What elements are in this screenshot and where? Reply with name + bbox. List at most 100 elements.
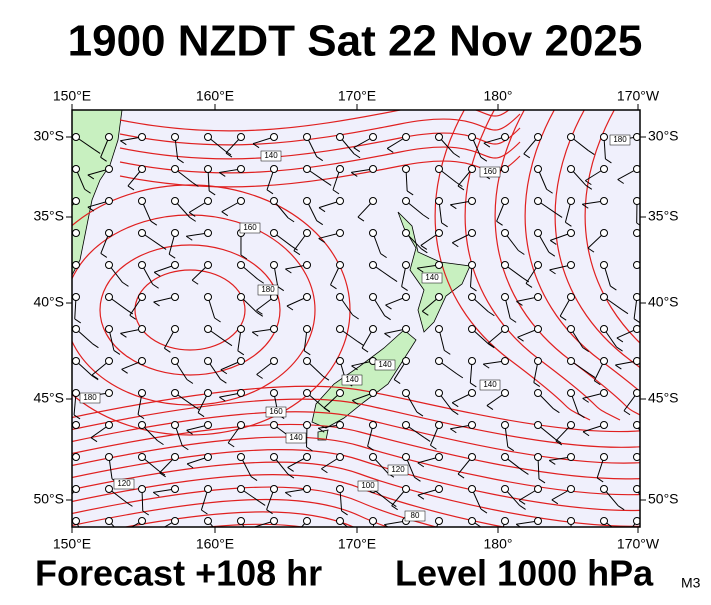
contour-label: 140 — [483, 380, 497, 389]
wind-station — [106, 518, 113, 525]
wind-station — [568, 262, 575, 269]
wind-station — [238, 422, 245, 429]
wind-station — [535, 230, 542, 237]
wind-station — [238, 486, 245, 493]
wind-station — [436, 454, 443, 461]
wind-station — [139, 390, 146, 397]
wind-station — [436, 358, 443, 365]
wind-station — [271, 518, 278, 525]
wind-station — [238, 326, 245, 333]
wind-barb-flag — [253, 527, 259, 531]
wind-station — [403, 166, 410, 173]
wind-station — [271, 326, 278, 333]
contour-label: 140 — [289, 433, 303, 442]
model-label: M3 — [681, 575, 701, 591]
wind-barb-flag — [123, 532, 129, 536]
wind-station — [106, 358, 113, 365]
contour-label: 140 — [345, 375, 359, 384]
title: 1900 NZDT Sat 22 Nov 2025 — [68, 17, 643, 66]
wind-station — [436, 390, 443, 397]
wind-station — [469, 262, 476, 269]
wind-station — [568, 134, 575, 141]
lon-label: 170°W — [617, 536, 660, 552]
wind-barb-flag — [654, 247, 660, 251]
wind-station — [73, 454, 80, 461]
wind-station — [73, 486, 80, 493]
wind-station — [238, 294, 245, 301]
wind-station — [568, 198, 575, 205]
wind-station — [502, 198, 509, 205]
wind-barb-flag — [54, 237, 60, 241]
wind-station — [568, 518, 575, 525]
wind-station — [535, 198, 542, 205]
wind-station — [172, 326, 179, 333]
wind-station — [205, 166, 212, 173]
contour-label: 140 — [264, 151, 278, 160]
contour-label: 100 — [361, 481, 375, 490]
wind-station — [106, 198, 113, 205]
wind-station — [304, 166, 311, 173]
wind-station — [535, 294, 542, 301]
wind-station — [601, 166, 608, 173]
wind-station — [403, 454, 410, 461]
wind-station — [172, 422, 179, 429]
wind-station — [172, 390, 179, 397]
wind-station — [205, 198, 212, 205]
wind-station — [469, 454, 476, 461]
wind-station — [172, 262, 179, 269]
wind-station — [601, 358, 608, 365]
wind-station — [502, 454, 509, 461]
wind-station — [139, 326, 146, 333]
wind-station — [271, 230, 278, 237]
wind-station — [73, 358, 80, 365]
wind-station — [403, 198, 410, 205]
wind-station — [337, 166, 344, 173]
wind-station — [106, 262, 113, 269]
wind-station — [172, 486, 179, 493]
wind-station — [205, 422, 212, 429]
wind-station — [502, 358, 509, 365]
lat-label: 50°S — [33, 491, 64, 507]
wind-station — [271, 486, 278, 493]
wind-station — [601, 422, 608, 429]
wind-station — [238, 390, 245, 397]
wind-barb-flag — [123, 538, 129, 542]
wind-station — [337, 454, 344, 461]
lat-label: 45°S — [648, 390, 679, 406]
wind-station — [271, 166, 278, 173]
wind-barb-flag — [62, 506, 68, 510]
wind-station — [238, 358, 245, 365]
wind-station — [304, 390, 311, 397]
wind-station — [139, 166, 146, 173]
wind-station — [139, 134, 146, 141]
wind-station — [469, 166, 476, 173]
wind-barb-flag — [156, 532, 162, 536]
wind-station — [436, 134, 443, 141]
wind-station — [73, 198, 80, 205]
wind-station — [205, 518, 212, 525]
wind-station — [172, 454, 179, 461]
wind-station — [436, 294, 443, 301]
wind-station — [469, 230, 476, 237]
wind-station — [403, 134, 410, 141]
level-label: Level 1000 hPa — [395, 553, 654, 594]
wind-station — [139, 230, 146, 237]
lat-label: 45°S — [33, 390, 64, 406]
wind-station — [106, 454, 113, 461]
wind-station — [403, 422, 410, 429]
wind-station — [172, 134, 179, 141]
lon-label: 150°E — [53, 536, 91, 552]
wind-station — [271, 358, 278, 365]
contour-label: 140 — [425, 273, 439, 282]
wind-station — [469, 358, 476, 365]
wind-station — [304, 486, 311, 493]
wind-station — [205, 230, 212, 237]
wind-barb-flag — [647, 509, 653, 513]
wind-station — [403, 390, 410, 397]
wind-station — [337, 518, 344, 525]
wind-station — [172, 294, 179, 301]
wind-station — [502, 326, 509, 333]
wind-station — [73, 422, 80, 429]
wind-station — [601, 454, 608, 461]
wind-station — [271, 262, 278, 269]
